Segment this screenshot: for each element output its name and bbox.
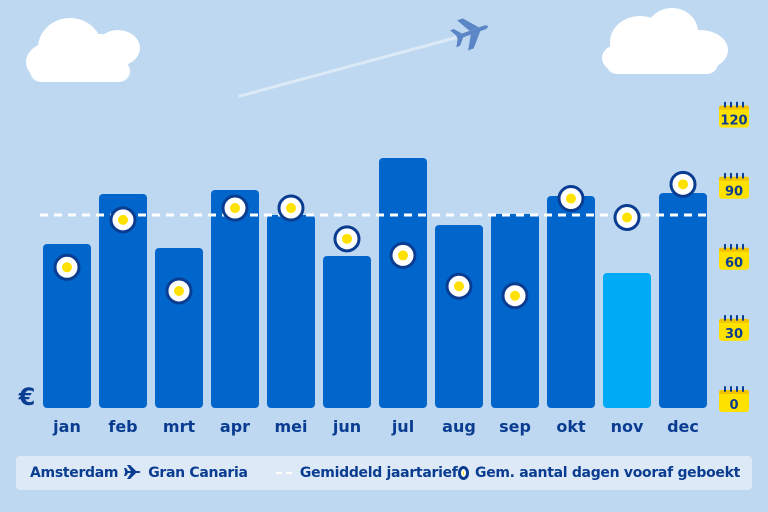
calendar-icon-120: 120 (719, 101, 749, 129)
right-axis-tick-120: 120 (720, 114, 747, 129)
x-label-mei: mei (274, 417, 307, 436)
right-axis-tick-60: 60 (725, 256, 743, 271)
x-label-jun: jun (332, 417, 361, 436)
calendar-icon-60: 60 (719, 243, 749, 271)
x-label-sep: sep (499, 417, 531, 436)
x-label-aug: aug (442, 417, 476, 436)
bar-dec (659, 193, 707, 408)
right-axis-tick-90: 90 (725, 185, 743, 200)
x-label-nov: nov (611, 417, 644, 436)
bar-sep (491, 214, 539, 408)
days-dot-jul (389, 241, 417, 269)
calendar-icon-30: 30 (719, 314, 749, 342)
x-label-feb: feb (108, 417, 137, 436)
cloud-left (26, 18, 140, 82)
dots-layer (53, 170, 697, 310)
legend-destination: Gran Canaria (148, 465, 248, 481)
right-axis-tick-0: 0 (729, 398, 738, 413)
bar-mei (267, 215, 315, 408)
days-dot-mei (277, 194, 305, 222)
legend-dot-swatch (457, 466, 469, 480)
days-dot-dec (669, 170, 697, 198)
legend-origin: Amsterdam (30, 465, 119, 481)
bar-jul (379, 158, 427, 408)
x-label-dec: dec (667, 417, 699, 436)
legend-average: Gemiddeld jaartarief (299, 465, 458, 481)
bars-layer (43, 158, 707, 408)
days-dot-jan (53, 253, 81, 281)
days-dot-sep (501, 282, 529, 310)
legend: Amsterdam Gran Canaria Gemiddeld jaartar… (16, 456, 752, 490)
right-axis-tick-30: 30 (725, 327, 743, 342)
legend-days-booked: Gem. aantal dagen vooraf geboekt (475, 465, 740, 481)
days-dot-okt (557, 185, 585, 213)
bar-okt (547, 196, 595, 408)
days-dot-aug (445, 272, 473, 300)
x-label-jan: jan (52, 417, 81, 436)
x-label-mrt: mrt (163, 417, 196, 436)
legend-dash-swatch (275, 472, 292, 474)
plane-icon (124, 464, 142, 483)
x-label-jul: jul (391, 417, 414, 436)
bar-mrt (155, 248, 203, 408)
days-dot-jun (333, 225, 361, 253)
calendar-icon-0: 0 (719, 386, 749, 413)
contrail (238, 34, 464, 98)
right-axis-layer: 0 30 60 90 120 (719, 101, 749, 413)
bar-aug (435, 225, 483, 408)
days-dot-apr (221, 194, 249, 222)
bar-nov (603, 273, 651, 408)
bar-jan (43, 244, 91, 408)
days-dot-feb (109, 206, 137, 234)
currency-symbol: € (18, 383, 36, 411)
x-label-apr: apr (220, 417, 250, 436)
bar-jun (323, 256, 371, 408)
bar-apr (211, 190, 259, 408)
x-label-okt: okt (556, 417, 586, 436)
days-dot-nov (613, 204, 641, 232)
calendar-icon-90: 90 (719, 172, 749, 200)
cloud-right (602, 8, 728, 74)
days-dot-mrt (165, 277, 193, 305)
bar-feb (99, 194, 147, 408)
x-labels-layer: jan feb mrt apr mei jun jul aug sep okt nov dec (52, 417, 699, 436)
airplane-icon (450, 18, 488, 51)
